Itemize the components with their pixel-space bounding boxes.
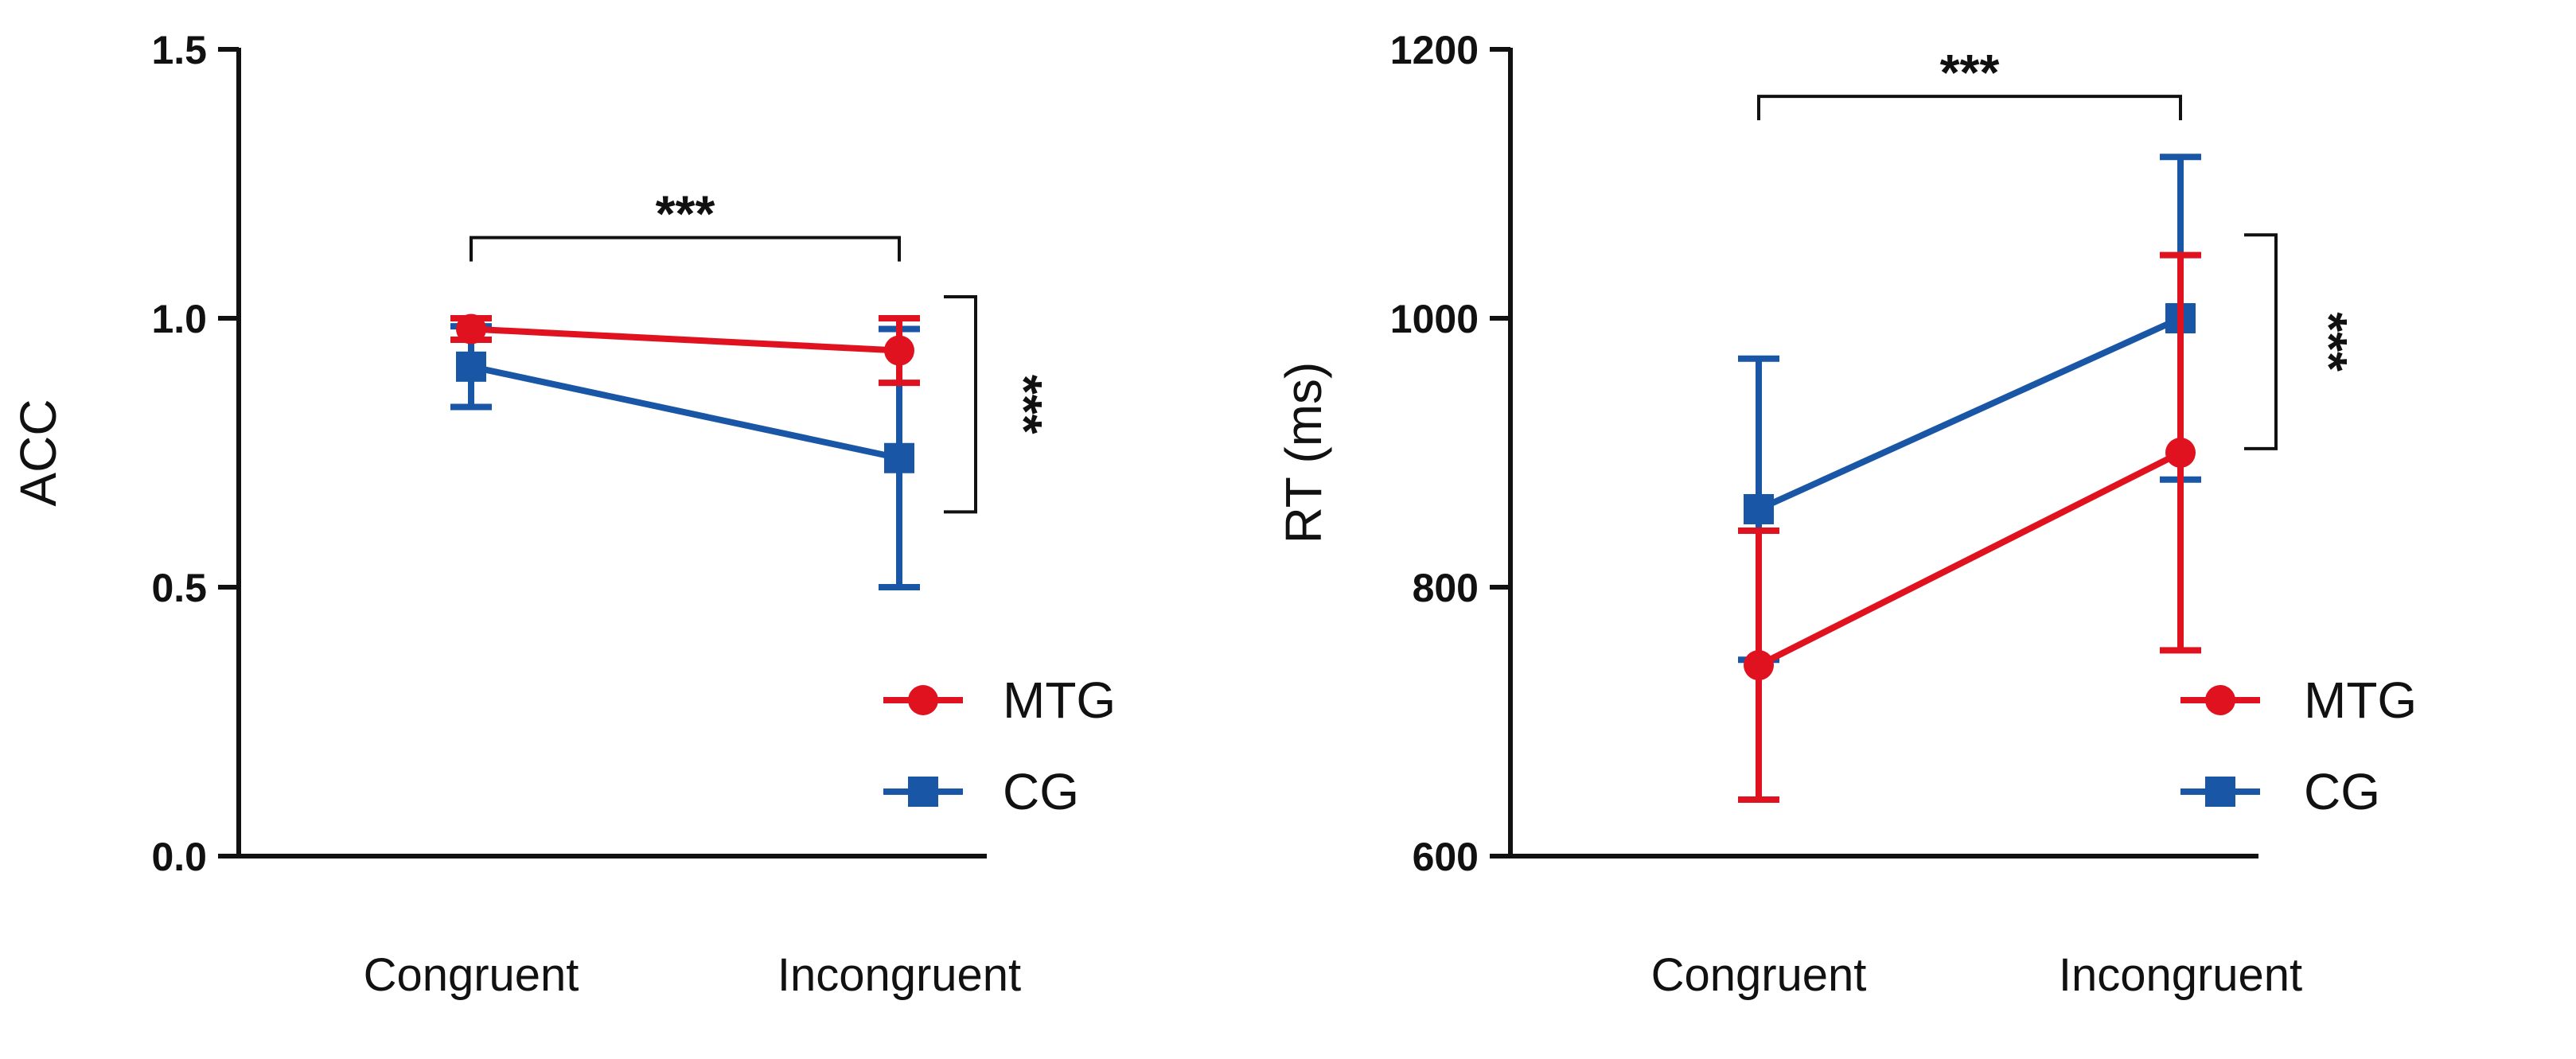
y-tick-label: 1.0 [151, 297, 207, 341]
legend-item-cg: CG [883, 763, 1079, 820]
series-mtg [450, 313, 920, 387]
series-cg [450, 323, 920, 590]
significance-label: *** [1940, 44, 2000, 101]
rt-panel: 600 800 1000 1200 RT (ms) Congruent Incongruen… [1275, 28, 2417, 1001]
significance-label: *** [996, 375, 1053, 434]
legend-item-mtg: MTG [883, 672, 1116, 729]
significance-group-bracket [2244, 233, 2278, 450]
legend-label: MTG [2304, 672, 2417, 729]
y-tick-label: 0.0 [151, 835, 207, 879]
significance-bracket [1757, 95, 2182, 121]
significance-group-bracket [944, 294, 977, 514]
legend: MTG CG [883, 672, 1116, 820]
y-tick-label: 1000 [1390, 297, 1479, 341]
series-line [470, 363, 900, 461]
legend-marker [908, 685, 938, 715]
data-point [456, 351, 486, 382]
data-point [1744, 493, 1774, 524]
legend: MTG CG [2180, 672, 2417, 820]
y-axis-title: RT (ms) [1275, 362, 1332, 544]
significance-label: *** [656, 185, 715, 243]
series-mtg [1738, 251, 2201, 804]
acc-panel: 0.0 0.5 1.0 1.5 ACC Congruent Incongruent *** **… [10, 28, 1116, 1001]
data-point [884, 442, 914, 473]
series-line [1757, 450, 2182, 668]
y-axis-title: ACC [10, 399, 67, 506]
y-tick-label: 1200 [1390, 28, 1479, 72]
legend-item-cg: CG [2180, 763, 2380, 820]
legend-item-mtg: MTG [2180, 672, 2417, 729]
legend-marker [2205, 685, 2235, 715]
series-line [470, 325, 900, 354]
y-tick-label: 800 [1413, 566, 1479, 610]
x-category-label: Incongruent [777, 949, 1021, 1001]
data-point [456, 313, 486, 345]
y-tick-label: 0.5 [151, 566, 207, 610]
x-category-label: Incongruent [2059, 949, 2302, 1001]
significance-label: *** [2301, 312, 2358, 372]
data-point [1744, 650, 1774, 681]
data-point [884, 335, 914, 366]
y-tick-label: 600 [1413, 835, 1479, 879]
significance-bracket [470, 236, 901, 262]
legend-marker [2205, 777, 2235, 807]
legend-label: CG [1003, 763, 1079, 820]
legend-label: MTG [1003, 672, 1116, 729]
legend-marker [908, 777, 938, 807]
x-category-label: Congruent [1651, 949, 1867, 1001]
series-line [1757, 315, 2182, 512]
legend-label: CG [2304, 763, 2380, 820]
data-point [2165, 438, 2196, 468]
y-tick-label: 1.5 [151, 28, 207, 72]
series-cg [1738, 154, 2201, 664]
x-category-label: Congruent [364, 949, 579, 1001]
